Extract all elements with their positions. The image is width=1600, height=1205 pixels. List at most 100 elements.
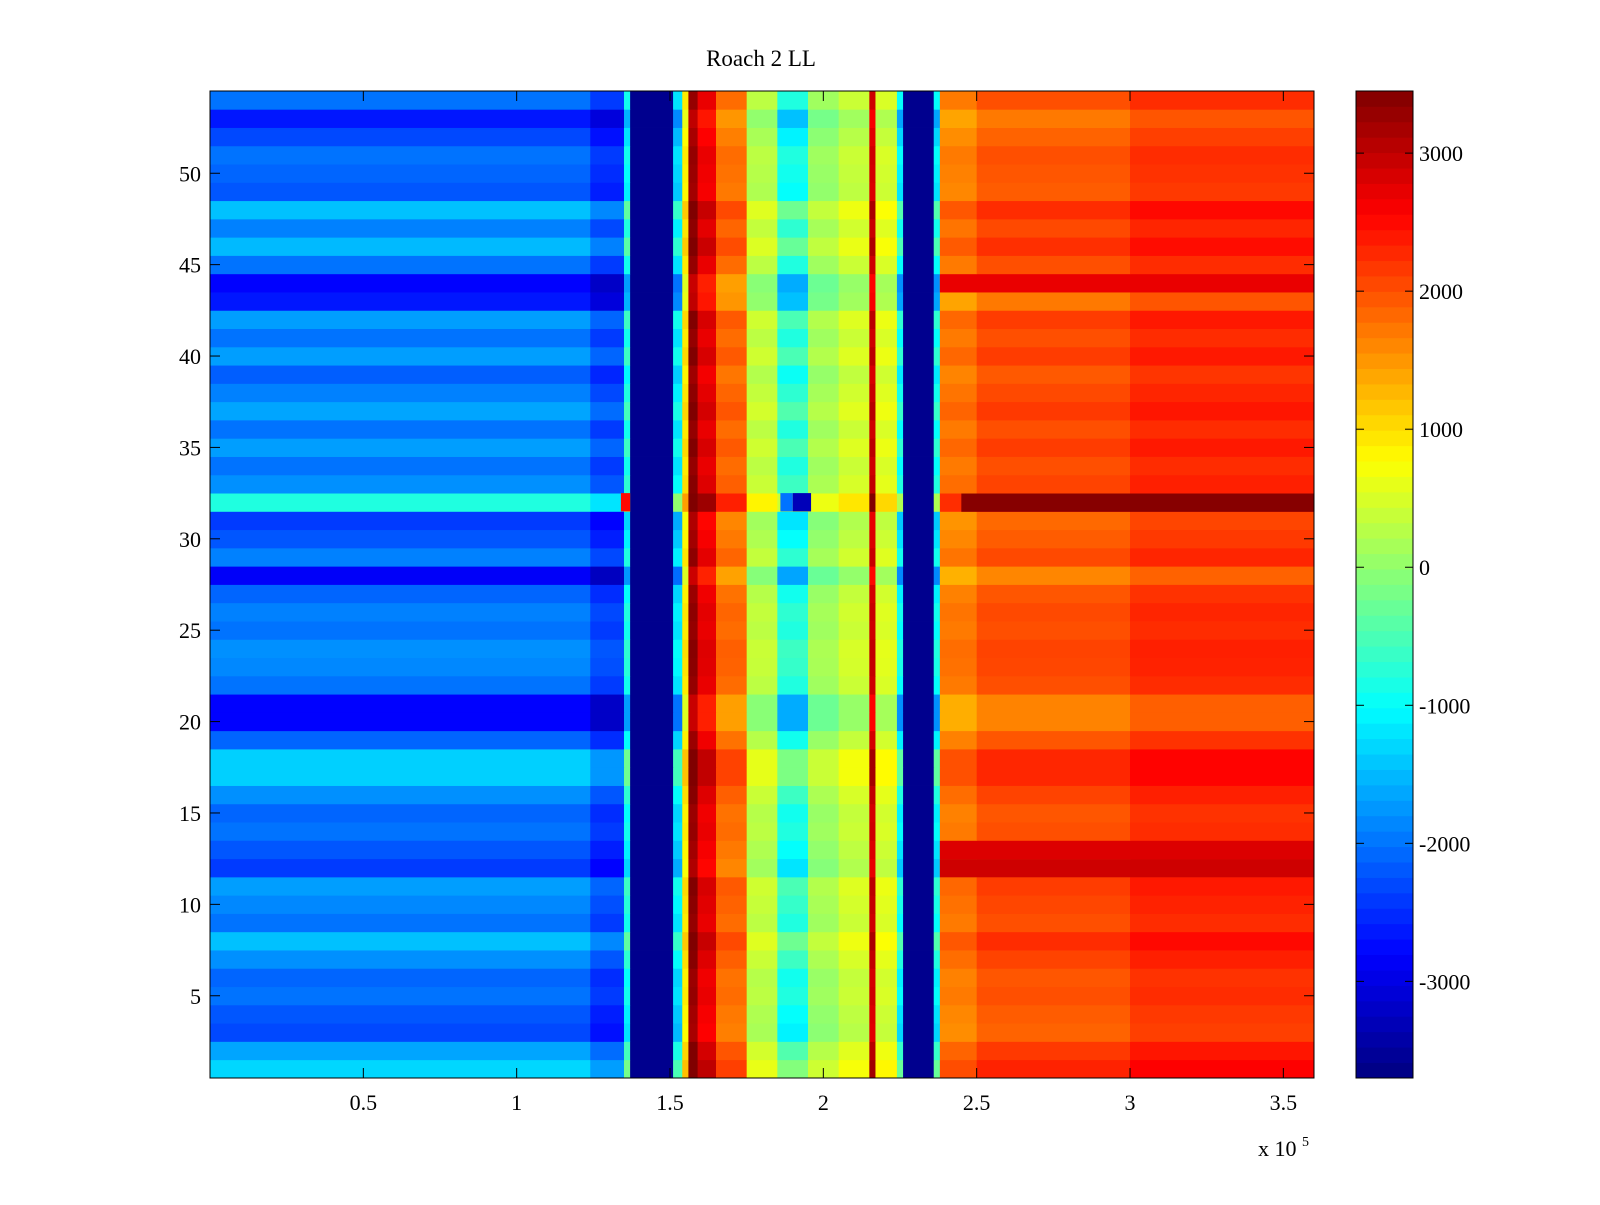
heatmap-cell [688,383,698,403]
heatmap-cell [746,255,778,275]
y-tick-label: 20 [179,710,201,735]
heatmap-cell [838,255,870,275]
heatmap-cell [688,566,698,585]
heatmap-cell [976,895,1131,914]
heatmap-cell [869,876,876,896]
y-tick-label: 15 [179,801,201,826]
heatmap-cell [875,328,898,348]
heatmap-cell [896,621,904,640]
heatmap-cell [875,895,898,914]
heatmap-cell [939,346,978,366]
heatmap-cell [903,511,935,531]
heatmap-cell [939,109,978,128]
heatmap-cell [976,749,1131,768]
heatmap-cell [933,584,941,604]
heatmap-cell [875,986,898,1006]
heatmap-cell [624,346,631,366]
heatmap-cell [933,621,941,640]
heatmap-cell [976,931,1131,951]
heatmap-cell [673,840,683,860]
heatmap-cell [688,1004,698,1024]
heatmap-cell [875,200,898,220]
heatmap-cell [746,547,778,567]
heatmap-cell [673,694,683,713]
heatmap-cell [746,803,778,823]
heatmap-cell [976,456,1131,476]
y-tick-label: 40 [179,344,201,369]
heatmap-cell [976,639,1131,659]
heatmap-cell [903,91,935,110]
heatmap-cell [688,895,698,914]
heatmap-cell [939,913,978,933]
heatmap-cell [624,968,631,988]
heatmap-cell [716,657,748,677]
heatmap-cell [869,164,876,183]
heatmap-cell [777,401,809,421]
heatmap-cell [673,438,683,457]
heatmap-cell [976,876,1131,896]
heatmap-cell [896,1004,904,1024]
heatmap-cell [697,822,717,841]
heatmap-cell [697,968,717,988]
colorbar-swatch [1356,769,1413,786]
heatmap-cell [808,182,840,202]
heatmap-cell [590,1059,625,1079]
heatmap-cell [903,237,935,256]
heatmap-cell [697,803,717,823]
heatmap-cell [673,730,683,750]
heatmap-cell [939,456,978,476]
heatmap-cell [697,493,717,512]
colorbar-swatch [1356,106,1413,123]
heatmap-cell [682,145,689,165]
colorbar-swatch [1356,152,1413,169]
heatmap-cell [673,584,683,604]
heatmap-cell [630,621,674,640]
heatmap-cell [630,858,674,878]
heatmap-cell [939,474,978,494]
heatmap-cell [688,657,698,677]
heatmap-cell [746,840,778,860]
heatmap-cell [777,346,809,366]
heatmap-cell [1130,931,1315,951]
heatmap-cell [903,474,935,494]
heatmap-cell [210,584,591,604]
heatmap-cell [682,383,689,403]
colorbar-swatch [1356,476,1413,493]
heatmap-cell [875,456,898,476]
heatmap-cell [976,675,1131,695]
heatmap-cell [777,273,809,293]
heatmap-cell [1130,675,1315,695]
heatmap-cell [875,1023,898,1042]
heatmap-cell [697,401,717,421]
heatmap-cell [697,438,717,457]
heatmap-cell [1130,547,1315,567]
heatmap-cell [630,895,674,914]
heatmap-cell [716,127,748,147]
heatmap-cell [808,840,840,860]
heatmap-cell [838,749,870,768]
heatmap-cell [903,273,935,293]
heatmap-cell [903,420,935,439]
heatmap-cell [903,1004,935,1024]
heatmap-cell [697,712,717,732]
heatmap-cell [896,968,904,988]
heatmap-cell [746,438,778,457]
colorbar-swatch [1356,599,1413,616]
heatmap-cell [624,164,631,183]
heatmap-cell [838,456,870,476]
colorbar-tick-label: 0 [1419,555,1430,580]
heatmap-cell [673,749,683,768]
heatmap-cell [716,493,748,512]
heatmap-cell [1130,109,1315,128]
heatmap-cell [673,310,683,330]
heatmap-cell [869,200,876,220]
heatmap-cell [939,621,978,640]
heatmap-cell [808,639,840,659]
heatmap-cell [716,200,748,220]
heatmap-cell [673,822,683,841]
heatmap-cell [210,566,591,585]
heatmap-cell [896,566,904,585]
heatmap-cell [976,547,1131,567]
heatmap-cell [746,127,778,147]
